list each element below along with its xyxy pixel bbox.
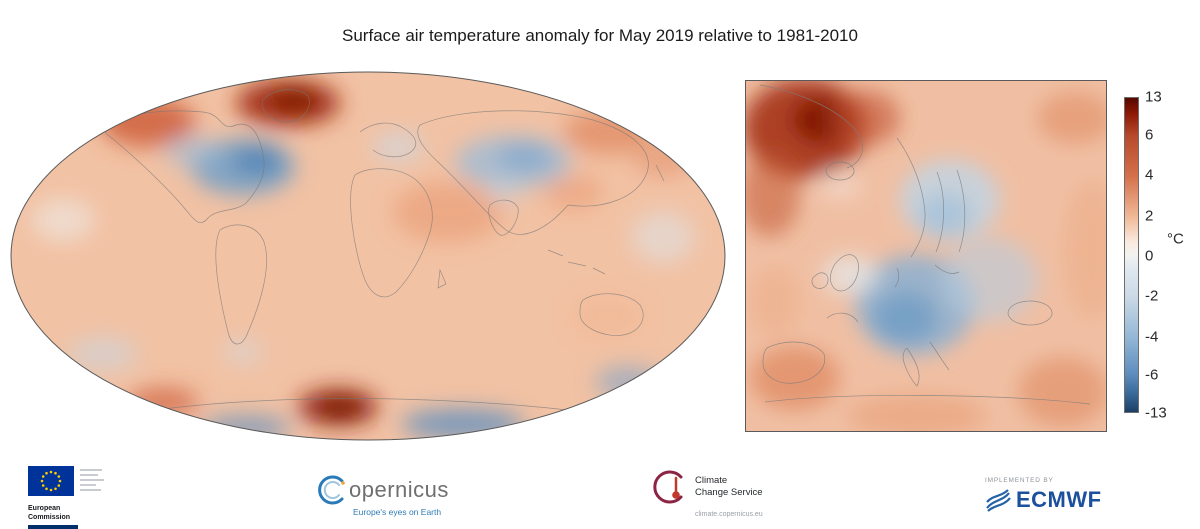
colorbar-tick: -6 [1145, 366, 1159, 384]
world-coastlines [99, 89, 705, 421]
colorbar-tick: 6 [1145, 126, 1154, 144]
colorbar-gradient [1124, 97, 1139, 413]
copernicus-swirl-icon [318, 475, 345, 505]
colorbar-unit-label: °C [1167, 230, 1184, 248]
ecmwf-wordmark: ECMWF [1016, 487, 1102, 512]
world-map-panel [8, 70, 728, 442]
ec-blue-bar [28, 524, 78, 529]
european-commission-logo: European Commission [28, 464, 106, 529]
ec-name-line2: Commission [28, 513, 71, 521]
ec-stripes-icon [80, 469, 104, 491]
implemented-by-label: IMPLEMENTED BY [985, 477, 1054, 484]
colorbar-ticks: 13 6 4 2 0 -2 -4 -6 -13 [1145, 89, 1185, 422]
colorbar-tick: 4 [1145, 166, 1154, 184]
colorbar-tick: 0 [1145, 247, 1154, 265]
ecmwf-waves-icon [986, 489, 1011, 512]
eu-flag-icon [28, 466, 104, 496]
c3s-thermometer-icon [653, 470, 683, 504]
c3s-url: climate.copernicus.eu [695, 511, 763, 518]
c3s-name-line1: Climate [695, 474, 728, 486]
colorbar-tick: 13 [1145, 88, 1162, 106]
europe-map-panel [745, 80, 1107, 432]
copernicus-tagline: Europe's eyes on Earth [353, 507, 442, 517]
ec-name-line1: European [28, 505, 61, 512]
europe-map [745, 80, 1107, 432]
copernicus-logo: opernicus Europe's eyes on Earth [316, 474, 449, 517]
c3s-name-line2: Change Service [695, 487, 763, 498]
climate-change-service-logo: Climate Change Service climate.copernicu… [648, 466, 763, 518]
colorbar-tick: -13 [1145, 404, 1167, 422]
europe-coastlines [759, 84, 1091, 405]
colorbar-tick: 2 [1145, 207, 1154, 224]
figure-title: Surface air temperature anomaly for May … [342, 26, 858, 45]
copernicus-wordmark: opernicus [349, 477, 449, 502]
colorbar-tick: -4 [1145, 328, 1159, 346]
colorbar-tick: -2 [1145, 287, 1159, 305]
world-map [10, 71, 726, 441]
ecmwf-logo: IMPLEMENTED BY ECMWF [985, 477, 1102, 513]
